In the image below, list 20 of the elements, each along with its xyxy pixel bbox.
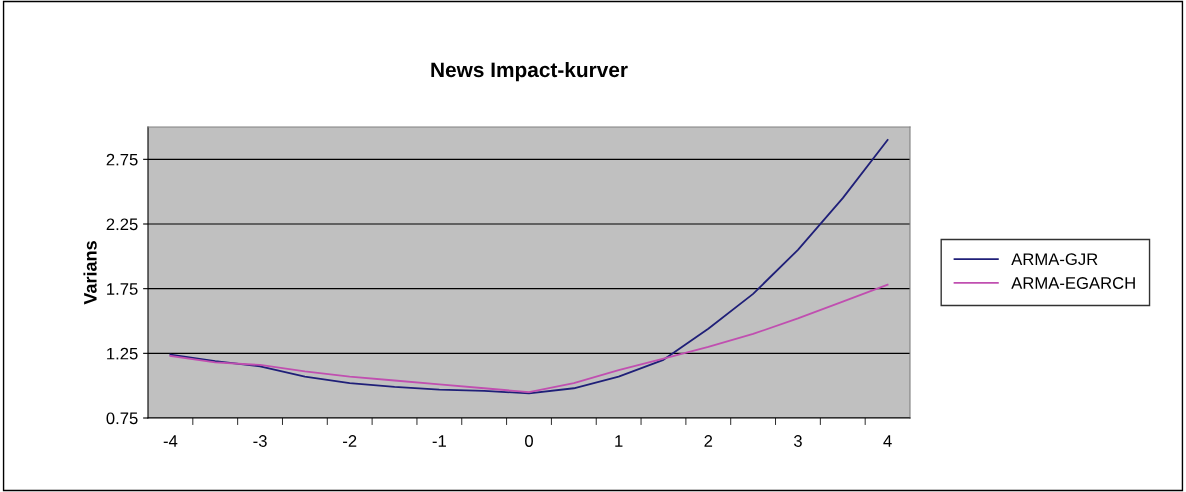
line-series <box>169 139 889 395</box>
y-axis-title: Varians <box>83 241 97 305</box>
line-series <box>169 283 889 394</box>
y-tick-label: 2.75 <box>106 153 138 166</box>
x-tick-label: -4 <box>163 435 178 447</box>
x-tick-label: 4 <box>883 435 892 447</box>
y-tick-label: 2.25 <box>106 218 138 231</box>
y-tick-label: 0.75 <box>106 412 138 425</box>
x-tick-label: 3 <box>793 435 802 447</box>
x-tick-label: 0 <box>525 435 533 447</box>
legend-label: ARMA-GJR <box>1011 253 1098 266</box>
x-tick-label: 1 <box>615 435 623 447</box>
x-tick-label: 2 <box>704 435 713 447</box>
x-tick-label: -1 <box>432 435 446 447</box>
chart-title: News Impact-kurver <box>431 61 628 82</box>
y-tick-label: 1.25 <box>107 347 138 360</box>
x-tick-label: -2 <box>343 435 357 447</box>
x-tick-label: -3 <box>253 435 267 447</box>
legend-label: ARMA-EGARCH <box>1011 277 1135 289</box>
y-tick-label: 1.75 <box>107 283 138 295</box>
